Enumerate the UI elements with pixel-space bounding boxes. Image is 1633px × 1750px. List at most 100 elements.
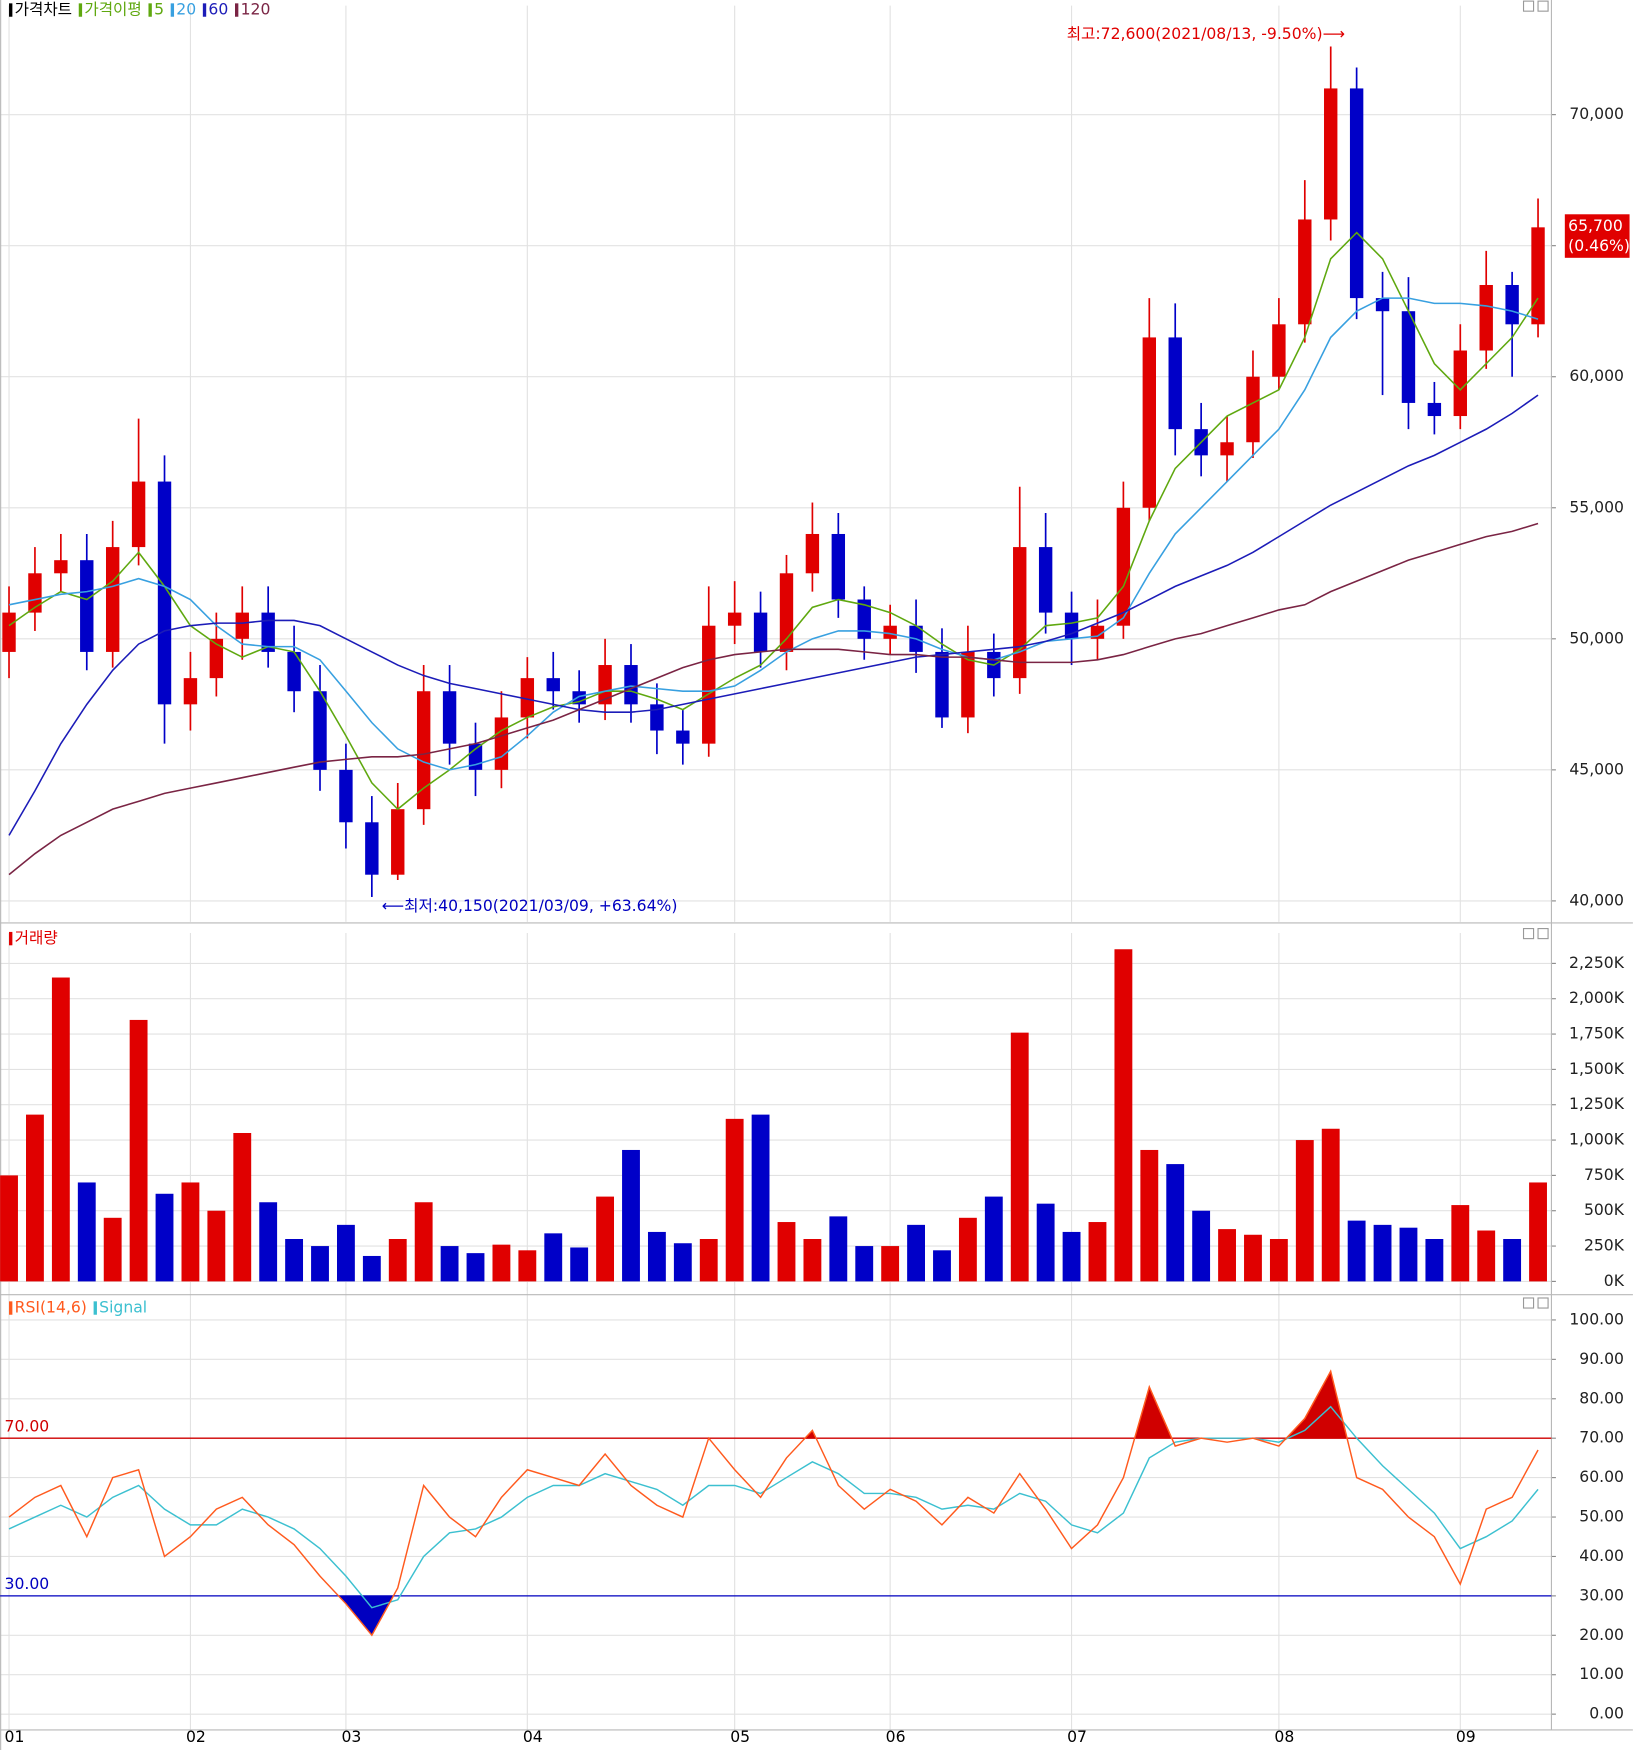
x-tick-label: 01	[5, 1728, 25, 1746]
volume-bar	[1295, 1140, 1314, 1282]
legend-swatch	[148, 3, 152, 17]
volume-bar	[881, 1246, 900, 1282]
y-tick-label: 1,000K	[1569, 1131, 1625, 1149]
candle-body	[1220, 442, 1234, 456]
volume-bar	[362, 1255, 381, 1282]
y-tick-label: 70,000	[1569, 105, 1624, 123]
volume-bar	[596, 1196, 615, 1282]
candle-body	[313, 691, 327, 770]
candle-body	[209, 638, 224, 679]
legend-swatch	[170, 3, 175, 17]
x-tick-label: 07	[1067, 1728, 1087, 1746]
y-tick-label: 100.00	[1569, 1310, 1624, 1328]
volume-bar	[77, 1182, 96, 1282]
candle-body	[702, 625, 716, 744]
y-tick-label: 2,000K	[1569, 989, 1625, 1007]
candle-body	[520, 678, 535, 718]
y-tick-label: 90.00	[1579, 1350, 1624, 1368]
y-tick-label: 40.00	[1579, 1547, 1624, 1565]
y-tick-label: 40,000	[1569, 891, 1624, 909]
candle-body	[805, 533, 820, 574]
volume-bar	[388, 1238, 407, 1282]
volume-bar	[1062, 1231, 1081, 1282]
last-change: (0.46%)	[1568, 237, 1630, 255]
y-tick-label: 20.00	[1579, 1626, 1624, 1644]
volume-bar	[414, 1202, 433, 1282]
candle-body	[598, 665, 612, 705]
volume-bar	[1114, 949, 1133, 1282]
volume-bar	[233, 1132, 252, 1282]
volume-bar	[1503, 1238, 1522, 1282]
legend-swatch	[202, 3, 207, 17]
volume-bar	[103, 1217, 122, 1282]
candle-body	[261, 612, 275, 652]
candle-body	[1401, 311, 1416, 403]
candle-body	[235, 612, 249, 639]
window-buttons[interactable]	[1522, 0, 1549, 1309]
legend-label: 5	[154, 1, 164, 19]
legend-label: 20	[176, 1, 196, 19]
x-tick-label: 08	[1274, 1728, 1294, 1746]
y-tick-label: 50.00	[1579, 1508, 1624, 1526]
volume-bar	[647, 1231, 666, 1282]
volume-bar	[958, 1217, 977, 1282]
level-label: 70.00	[5, 1418, 50, 1436]
candle-body	[1272, 324, 1286, 377]
volume-bar	[1036, 1203, 1055, 1282]
candle-body	[365, 822, 379, 875]
candle-body	[157, 481, 172, 705]
level-fill	[9, 1371, 1539, 1439]
y-tick-label: 0K	[1604, 1272, 1625, 1290]
candle-body	[2, 612, 16, 652]
volume-bar	[1218, 1229, 1236, 1282]
candle-body	[883, 625, 897, 639]
y-tick-label: 70.00	[1579, 1429, 1624, 1447]
moving-average-line	[8, 231, 1539, 811]
candle-body	[54, 560, 68, 574]
legend-swatch	[78, 3, 83, 17]
candle-body	[1324, 88, 1338, 220]
y-tick-label: 750K	[1584, 1166, 1625, 1184]
y-tick-label: 50,000	[1569, 629, 1624, 647]
legend-swatch	[9, 3, 13, 17]
volume-bar	[336, 1224, 355, 1282]
legend-label: 가격차트	[15, 1, 72, 19]
candle-body	[1142, 337, 1157, 508]
candle-body	[131, 481, 146, 548]
volume-bar	[51, 977, 70, 1282]
volume-bar	[466, 1253, 485, 1282]
x-tick-label: 06	[886, 1728, 906, 1746]
volume-bar	[26, 1114, 44, 1282]
y-tick-label: 55,000	[1569, 498, 1624, 516]
volume-bar	[492, 1244, 511, 1282]
y-tick-label: 80.00	[1579, 1389, 1624, 1407]
volume-bar	[1192, 1210, 1211, 1282]
volume-bar	[1373, 1224, 1392, 1282]
candle-body	[676, 730, 690, 744]
y-tick-label: 1,750K	[1569, 1025, 1625, 1043]
candle-body	[287, 651, 301, 692]
rsi-line	[8, 1369, 1539, 1637]
candle-body	[28, 573, 42, 613]
y-tick-label: 30.00	[1579, 1586, 1624, 1604]
y-tick-label: 60.00	[1579, 1468, 1624, 1486]
candle-body	[650, 704, 664, 731]
x-tick-label: 09	[1456, 1728, 1476, 1746]
candle-body	[961, 651, 975, 718]
legend-label: Signal	[99, 1299, 147, 1317]
candle-body	[339, 769, 353, 823]
high-annotation: 최고:72,600(2021/08/13, -9.50%)⟶	[1067, 25, 1345, 43]
legend-swatch	[234, 3, 239, 17]
volume-bar	[1399, 1227, 1418, 1282]
volume-bar	[207, 1210, 226, 1282]
candle-body	[831, 533, 846, 600]
volume-bar	[984, 1196, 1003, 1282]
volume-bar	[1166, 1164, 1185, 1282]
legend-swatch	[93, 1301, 97, 1315]
moving-average-line	[8, 394, 1539, 836]
volume-bar	[907, 1224, 925, 1282]
